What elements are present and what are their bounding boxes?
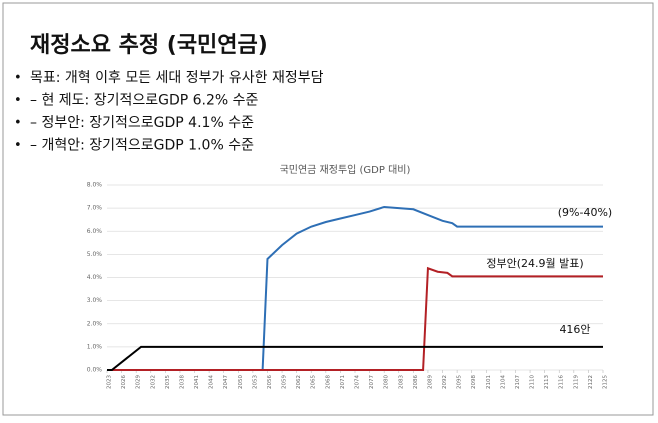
x-tick-label: 2065 [311,375,317,389]
x-tick-label: 2077 [369,375,375,389]
x-tick-label: 2107 [515,375,521,389]
x-tick-label: 2053 [252,375,258,389]
bullet-text: – 개혁안: 장기적으로GDP 1.0% 수준 [30,138,254,154]
x-tick-label: 2119 [573,375,579,389]
x-tick-label: 2074 [355,375,361,389]
plot: 0.0% 1.0% 2.0% 3.0% 4.0% 5.0% 6.0% 7.0% 8.0% 2023… [87,182,612,390]
x-tick-label: 2062 [296,375,302,389]
y-tick-label: 5.0% [87,251,103,258]
x-tick-label: 2035 [165,375,171,389]
x-tick-label: 2110 [530,375,536,389]
y-tick-label: 1.0% [87,343,103,350]
y-tick-label: 3.0% [87,297,103,304]
x-tick-label: 2026 [121,375,127,389]
bullet-dot: • [14,93,22,108]
series-line [107,205,603,371]
x-tick-label: 2023 [107,375,113,389]
x-tick-label: 2092 [442,375,448,389]
series-label: (9%-40%) [558,206,612,219]
series-line [107,345,603,371]
bullet-text: – 정부안: 장기적으로GDP 4.1% 수준 [30,115,254,131]
y-tick-label: 4.0% [87,274,103,281]
x-tick-label: 2095 [457,375,463,389]
x-tick-label: 2116 [559,375,565,389]
bullet-dot: • [14,71,22,86]
y-tick-label: 6.0% [87,228,103,235]
x-tick-label: 2032 [150,375,156,389]
x-tick-label: 2083 [398,375,404,389]
bullet-text: – 현 제도: 장기적으로GDP 6.2% 수준 [30,93,259,109]
y-tick-label: 7.0% [87,205,103,212]
bullet-list: • 목표: 개혁 이후 모든 세대 정부가 유사한 재정부담 • – 현 제도: 장기… [14,70,324,154]
chart-title: 국민연금 재정투입 (GDP 대비) [280,163,411,176]
x-tick-label: 2056 [267,375,273,389]
x-tick-label: 2122 [588,375,594,389]
x-tick-label: 2044 [209,375,215,389]
x-tick-label: 2125 [603,375,609,389]
bullet-text: 목표: 개혁 이후 모든 세대 정부가 유사한 재정부담 [30,70,324,86]
x-tick-label: 2113 [544,375,550,389]
x-tick-label: 2101 [486,375,492,389]
series-label: 416안 [559,323,590,336]
x-tick-label: 2050 [238,375,244,389]
x-tick-label: 2086 [413,375,419,389]
bullet-dot: • [14,116,22,131]
x-tick-label: 2089 [427,375,433,389]
x-tick-label: 2104 [500,375,506,389]
y-tick-label: 8.0% [87,182,103,189]
x-tick-label: 2047 [223,375,229,389]
x-tick-label: 2068 [325,375,331,389]
y-tick-label: 0.0% [87,367,103,374]
bullet-dot: • [14,138,22,153]
series-line [107,266,603,371]
x-tick-label: 2071 [340,375,346,389]
x-tick-label: 2038 [179,375,185,389]
x-tick-label: 2041 [194,375,200,389]
x-tick-label: 2080 [384,375,390,389]
y-tick-label: 2.0% [87,320,103,327]
slide-title: 재정소요 추정 (국민연금) [30,33,268,58]
x-tick-label: 2098 [471,375,477,389]
series-label: 정부안(24.9월 발표) [486,257,583,270]
x-tick-label: 2059 [282,375,288,389]
x-tick-label: 2029 [136,375,142,389]
